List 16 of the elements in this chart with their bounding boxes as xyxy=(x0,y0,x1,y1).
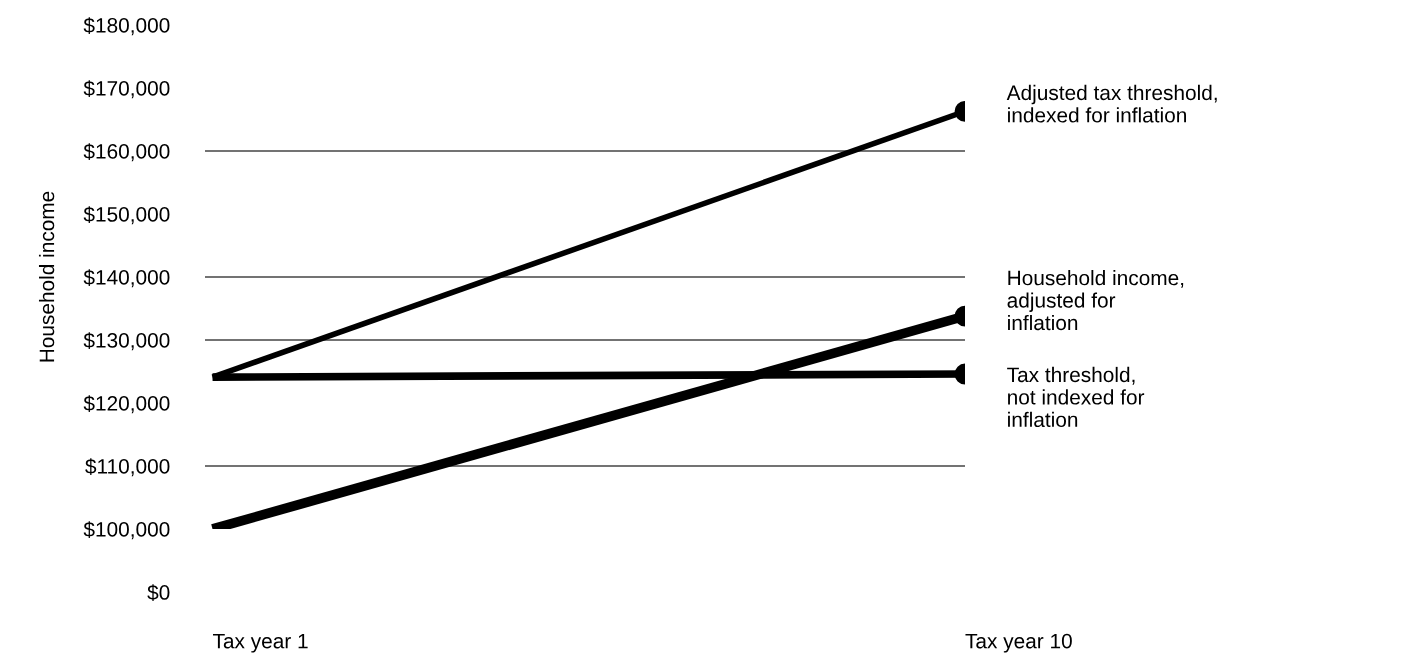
y-tick-label: $100,000 xyxy=(83,521,170,540)
y-tick-label: $140,000 xyxy=(83,269,170,288)
y-tick-label: $160,000 xyxy=(83,143,170,162)
y-tick-label: $120,000 xyxy=(83,395,170,414)
x-tick-label: Tax year 10 xyxy=(965,633,1072,653)
text: $0 xyxy=(147,584,170,602)
series-label: Adjusted tax threshold, indexed for inflation xyxy=(1006,84,1217,123)
y-tick-label: $110,000 xyxy=(85,458,170,477)
y-tick-label: $130,000 xyxy=(83,332,170,351)
y-tick-label: $170,000 xyxy=(83,80,170,99)
y-tick-label: $180,000 xyxy=(83,17,170,36)
y-tick-label: $150,000 xyxy=(83,206,170,225)
x-tick-label: Tax year 1 xyxy=(212,633,308,653)
series-label: Tax threshold, not indexed for inflation xyxy=(1007,366,1145,428)
y-axis-title: Household income xyxy=(38,191,55,362)
series-label: Household income, adjusted for inflation xyxy=(1007,270,1184,331)
